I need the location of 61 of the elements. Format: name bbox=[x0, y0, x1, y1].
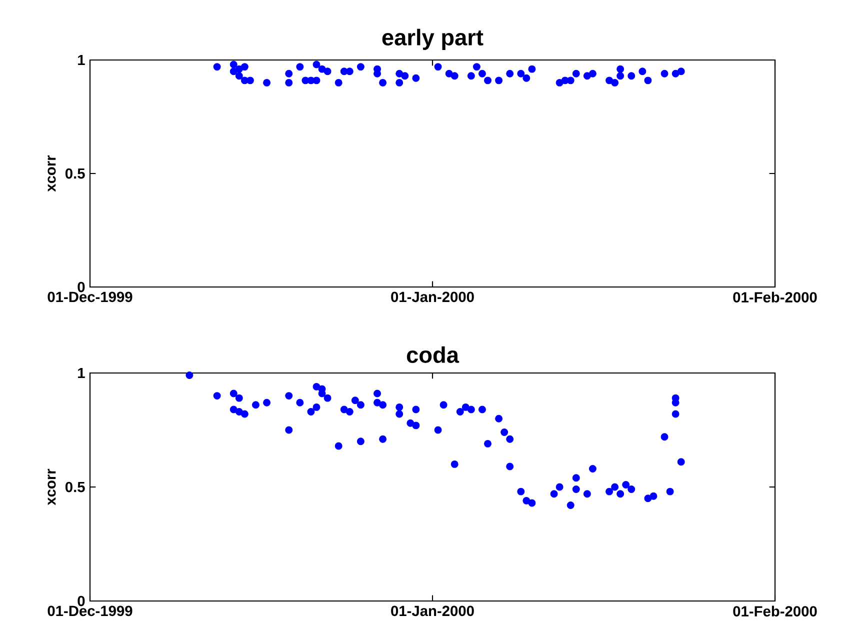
point bbox=[240, 63, 248, 71]
point bbox=[312, 76, 320, 84]
point bbox=[628, 72, 636, 80]
point bbox=[296, 63, 304, 71]
point bbox=[572, 70, 580, 78]
point bbox=[583, 72, 591, 80]
point bbox=[611, 78, 619, 86]
point bbox=[396, 78, 404, 86]
point bbox=[528, 65, 536, 73]
point bbox=[445, 70, 453, 78]
y-tick-label: 1 bbox=[78, 368, 85, 378]
y-tick-label: 0 bbox=[78, 282, 85, 292]
chart-title: coda bbox=[406, 346, 460, 363]
point bbox=[638, 68, 646, 76]
point bbox=[484, 76, 492, 84]
point bbox=[616, 72, 624, 80]
point bbox=[566, 76, 574, 84]
point bbox=[312, 60, 320, 68]
point bbox=[324, 68, 332, 76]
point bbox=[230, 60, 238, 68]
point bbox=[379, 78, 387, 86]
point bbox=[556, 78, 564, 86]
point bbox=[478, 70, 486, 78]
point bbox=[450, 72, 458, 80]
point bbox=[677, 68, 685, 76]
point bbox=[412, 74, 420, 82]
y-tick-label: 0.5 bbox=[65, 482, 85, 492]
point bbox=[263, 78, 271, 86]
y-axis-title: xcorr bbox=[48, 155, 56, 192]
chart-title: early part bbox=[382, 28, 484, 50]
point bbox=[434, 63, 442, 71]
x-tick-label: 01-Feb-2000 bbox=[733, 606, 817, 616]
point bbox=[495, 76, 503, 84]
x-tick-label: 01-Jan-2000 bbox=[391, 606, 474, 616]
point bbox=[285, 78, 293, 86]
point bbox=[472, 63, 480, 71]
point bbox=[235, 72, 243, 80]
point bbox=[672, 70, 680, 78]
x-tick-label: 01-Dec-1999 bbox=[48, 292, 132, 302]
point bbox=[356, 63, 364, 71]
x-tick-label: 01-Jan-2000 bbox=[391, 292, 474, 302]
point bbox=[246, 76, 254, 84]
point bbox=[644, 76, 652, 84]
y-tick-label: 0.5 bbox=[65, 168, 85, 179]
y-tick-label: 0 bbox=[78, 596, 85, 606]
x-tick-label: 01-Dec-1999 bbox=[48, 606, 132, 616]
point bbox=[517, 70, 525, 78]
point bbox=[318, 65, 326, 73]
point bbox=[346, 68, 354, 76]
x-tick-label: 01-Feb-2000 bbox=[733, 292, 817, 302]
y-axis-title: xcorr bbox=[48, 468, 56, 506]
point bbox=[506, 70, 514, 78]
point bbox=[285, 70, 293, 78]
point bbox=[213, 63, 221, 71]
y-tick-label: 1 bbox=[78, 54, 85, 66]
point bbox=[660, 70, 668, 78]
point bbox=[522, 74, 530, 82]
point bbox=[616, 65, 624, 73]
point bbox=[334, 78, 342, 86]
point bbox=[401, 72, 409, 80]
point bbox=[467, 72, 475, 80]
